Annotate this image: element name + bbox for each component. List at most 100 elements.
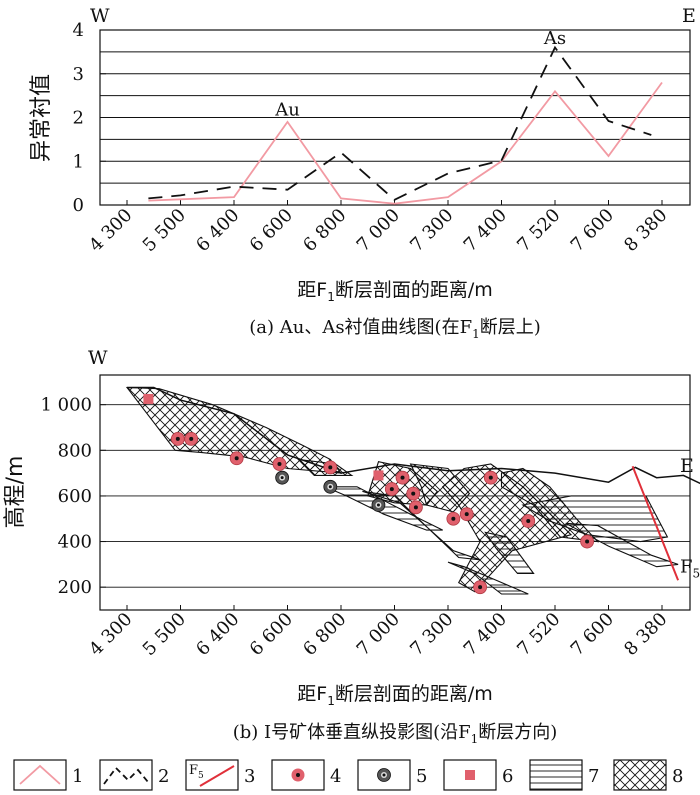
legend-number: 2	[158, 766, 169, 787]
au-sample-center	[400, 475, 405, 480]
panel-a-x-tick-label: 6 600	[246, 205, 297, 256]
legend-box-hatch	[529, 759, 583, 791]
panel-b-corner-west: W	[88, 347, 108, 369]
panel-a-x-tick-label: 7 600	[567, 205, 618, 256]
black-sample-center	[328, 485, 332, 489]
panel-a-x-tick-label: 4 300	[85, 205, 136, 256]
panel-b-x-tick-label: 7 300	[406, 609, 457, 660]
legend-number: 6	[502, 766, 513, 787]
legend-item-au-line: 1	[13, 759, 83, 791]
panel-a-annotation: Au	[274, 99, 300, 120]
legend-number: 8	[672, 766, 683, 787]
au-sample-center	[328, 465, 333, 470]
panel-b-y-tick-label: 800	[58, 440, 92, 461]
panel-a-series	[148, 45, 663, 205]
panel-b-corner-east: E	[680, 455, 694, 477]
legend-number: 3	[244, 766, 255, 787]
legend-item-fault: F5 3	[185, 759, 255, 791]
panel-b-y-label: 高程/m	[3, 456, 28, 529]
panel-a-y-tick-label: 2	[73, 108, 84, 129]
legend-box-fault	[185, 759, 239, 791]
legend-item-square-sample: 6	[443, 759, 513, 791]
ore-body-hatched	[565, 522, 679, 568]
panel-b-x-tick-label: 7 000	[353, 609, 404, 660]
au-sample-center	[526, 519, 531, 524]
legend-black-sample-center	[382, 773, 386, 777]
panel-a-y-tick-label: 3	[73, 64, 84, 85]
legend-number: 5	[416, 766, 427, 787]
legend-fault-icon	[199, 765, 235, 787]
au-sample-center	[411, 491, 416, 496]
legend-box-as-line	[99, 759, 153, 791]
legend-as-line-icon	[103, 766, 149, 785]
panel-a-x-tick-label: 7 520	[513, 205, 564, 256]
panel-b-topography	[127, 386, 700, 485]
topography-line	[127, 386, 700, 485]
au-sample-center	[464, 512, 469, 517]
panel-a-annotation: As	[543, 28, 566, 49]
au-sample-center	[234, 456, 239, 461]
panel-a-y-ticks: 0 1 2 3 4	[73, 20, 106, 216]
panel-b-x-label: 距F1断层剖面的距离/m	[297, 683, 493, 708]
legend-au-sample-center	[296, 773, 300, 777]
fault-f5-line	[631, 465, 680, 581]
panel-b-caption: (b) Ⅰ号矿体垂直纵投影图(沿F1断层方向)	[233, 722, 558, 746]
panel-b-x-tick-label: 8 380	[620, 609, 671, 660]
panel-a-x-tick-label: 7 000	[353, 205, 404, 256]
panel-a-x-tick-label: 8 380	[620, 205, 671, 256]
panel-b-samples	[143, 393, 594, 595]
au-sample-center	[277, 461, 282, 466]
legend-item-black-sample: 5	[357, 759, 427, 791]
panel-b-x-tick-label: 4 300	[85, 609, 136, 660]
panel-b-x-tick-label: 6 600	[246, 609, 297, 660]
ore-body-crosshatch	[500, 467, 600, 543]
panel-a-y-tick-label: 1	[73, 151, 84, 172]
black-sample-center	[280, 476, 284, 480]
panel-a-x-tick-label: 5 500	[139, 205, 190, 256]
legend-box-black-sample	[357, 759, 411, 791]
panel-a-corner-west: W	[90, 5, 110, 27]
panel-a-x-label: 距F1断层剖面的距离/m	[297, 279, 493, 304]
panel-b-y-tick-label: 1 000	[40, 395, 92, 416]
legend-box-crosshatch	[613, 759, 667, 791]
au-sample-center	[413, 505, 418, 510]
panel-b-x-tick-label: 5 500	[139, 609, 190, 660]
panel-a-x-tick-label: 7 300	[406, 205, 457, 256]
au-sample-center	[389, 487, 394, 492]
panel-b-y-ticks: 200 400 600 800 1 000	[40, 395, 106, 598]
panel-a-x-ticks: 4 300 5 500 6 400 6 600 6 800 7 000 7 300 7 400…	[85, 200, 672, 256]
panel-b-x-tick-label: 6 400	[192, 609, 243, 660]
au-sample-center	[478, 585, 483, 590]
panel-a-x-tick-label: 6 800	[299, 205, 350, 256]
square-sample-point	[373, 470, 384, 481]
au-sample-center	[451, 516, 456, 521]
legend-item-as-line: 2	[99, 759, 169, 791]
legend-number: 1	[72, 766, 83, 787]
panel-b-x-tick-label: 7 520	[513, 609, 564, 660]
panel-a-x-tick-label: 7 400	[460, 205, 511, 256]
panel-a-corner-east: E	[682, 5, 696, 27]
legend-square-sample-icon	[465, 770, 475, 780]
legend-item-hatch: 7	[529, 759, 599, 791]
panel-b-y-tick-label: 400	[58, 532, 92, 553]
legend-item-au-sample: 4	[271, 759, 341, 791]
panel-a-y-tick-label: 0	[73, 195, 84, 216]
legend-number: 4	[330, 766, 341, 787]
panel-b-y-tick-label: 200	[58, 577, 92, 598]
panel-a-y-label: 异常衬值	[29, 74, 54, 162]
au-sample-center	[175, 436, 180, 441]
panel-a-annotations: Au As	[274, 28, 566, 120]
legend-fault-label: F5	[189, 763, 204, 781]
panel-a-caption: (a) Au、As衬值曲线图(在F1断层上)	[249, 317, 541, 341]
au-sample-center	[585, 539, 590, 544]
panel-a: 0 1 2 3 4 4 300 5 500 6 400 6 600 6 800 7 000 7 30…	[29, 5, 696, 341]
au-sample-center	[189, 436, 194, 441]
legend-au-line-icon	[19, 764, 61, 785]
legend: 1 2 F5 3 4 5 6 7 8	[13, 759, 683, 791]
legend-number: 7	[588, 766, 599, 787]
panel-b-ore-bodies	[125, 386, 679, 595]
panel-b-x-tick-label: 7 400	[460, 609, 511, 660]
black-sample-center	[376, 503, 380, 507]
panel-b-y-tick-label: 600	[58, 486, 92, 507]
